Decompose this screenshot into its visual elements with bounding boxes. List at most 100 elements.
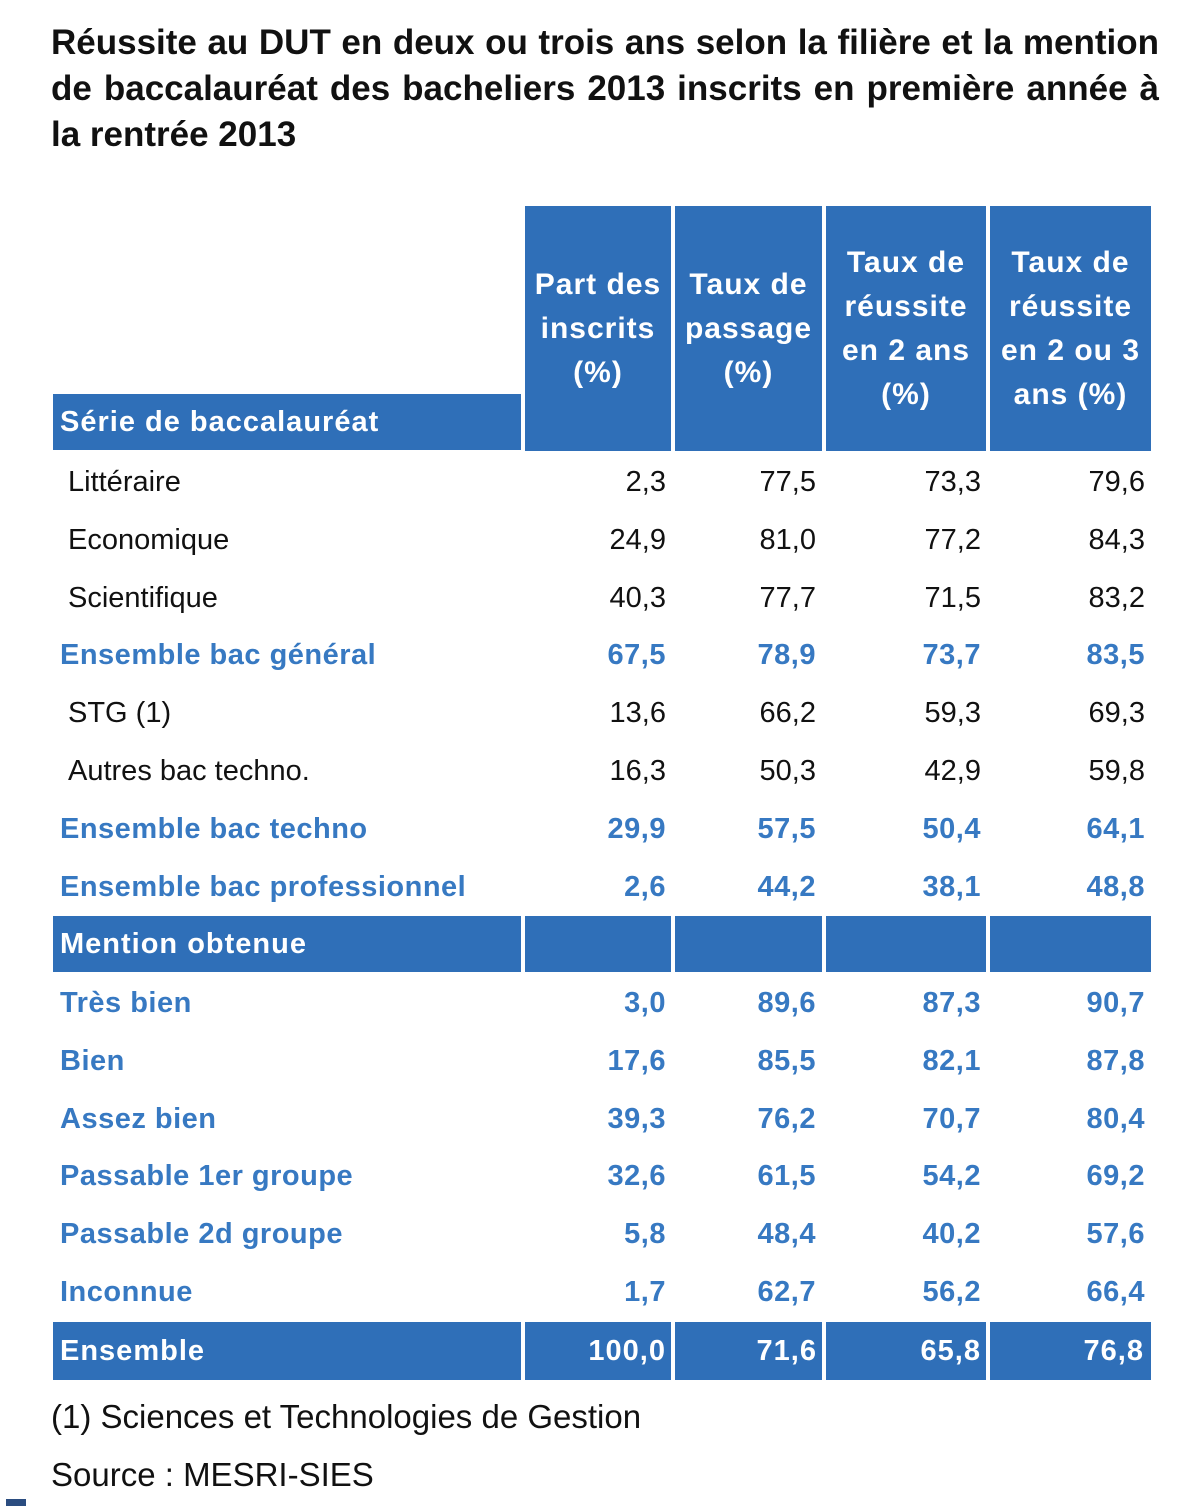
- band-cell: [826, 916, 986, 972]
- cell-value: 40,3: [609, 581, 666, 614]
- cell-value: 42,9: [924, 755, 981, 787]
- cell-value: 59,8: [1088, 755, 1145, 787]
- cell-value: 39,3: [607, 1102, 666, 1135]
- cell-value: 70,7: [922, 1102, 981, 1135]
- page-title: Réussite au DUT en deux ou trois ans sel…: [51, 23, 1159, 154]
- band-cell: [675, 916, 822, 972]
- cell-value: 82,1: [922, 1044, 981, 1077]
- total-value: 71,6: [675, 1322, 822, 1380]
- table-row: Economique 24,9 81,0 77,2 84,3: [0, 511, 1192, 569]
- cell-value: 73,3: [924, 466, 981, 498]
- total-value: 76,8: [990, 1322, 1151, 1380]
- table-row: Bien 17,6 85,5 82,1 87,8: [0, 1032, 1192, 1090]
- column-header-part-inscrits: Part des inscrits (%): [525, 206, 671, 451]
- cell-value: 48,4: [757, 1218, 816, 1251]
- cell-value: 66,2: [759, 697, 816, 730]
- column-header-reussite-2ans: Taux de réussite en 2 ans (%): [826, 206, 986, 451]
- cell-value: 17,6: [607, 1044, 666, 1077]
- cell-value: 77,5: [759, 466, 816, 498]
- cell-value: 78,9: [757, 639, 816, 672]
- cell-value: 79,6: [1088, 466, 1145, 498]
- page-marker: [6, 1499, 26, 1506]
- cell-value: 48,8: [1086, 870, 1145, 903]
- cell-value: 80,4: [1086, 1102, 1145, 1135]
- cell-value: 83,2: [1088, 581, 1145, 614]
- cell-value: 89,6: [757, 987, 816, 1019]
- row-label: Ensemble bac général: [60, 639, 377, 672]
- table-row: Passable 1er groupe 32,6 61,5 54,2 69,2: [0, 1147, 1192, 1205]
- table-row: Passable 2d groupe 5,8 48,4 40,2 57,6: [0, 1205, 1192, 1263]
- row-label: STG (1): [68, 697, 172, 730]
- cell-value: 71,5: [924, 581, 981, 614]
- footnote: (1) Sciences et Technologies de Gestion: [51, 1398, 642, 1435]
- cell-value: 1,7: [624, 1276, 666, 1308]
- cell-value: 29,9: [607, 812, 666, 845]
- band-cell: [525, 916, 671, 972]
- section-header-serie: Série de baccalauréat: [53, 394, 521, 450]
- table-row: Ensemble bac professionnel 2,6 44,2 38,1 48,…: [0, 858, 1192, 916]
- cell-value: 66,4: [1086, 1276, 1145, 1308]
- section-header-mention: Mention obtenue: [53, 916, 521, 972]
- table-row: Ensemble bac techno 29,9 57,5 50,4 64,1: [0, 800, 1192, 858]
- row-label: Inconnue: [60, 1276, 193, 1308]
- column-header-reussite-2ou3ans: Taux de réussite en 2 ou 3 ans (%): [990, 206, 1151, 451]
- cell-value: 76,2: [757, 1102, 816, 1135]
- band-cell: [990, 916, 1151, 972]
- table-row: Assez bien 39,3 76,2 70,7 80,4: [0, 1090, 1192, 1148]
- table-row: Autres bac techno. 16,3 50,3 42,9 59,8: [0, 742, 1192, 800]
- table-row: Scientifique 40,3 77,7 71,5 83,2: [0, 569, 1192, 627]
- cell-value: 84,3: [1088, 523, 1145, 556]
- cell-value: 90,7: [1086, 987, 1145, 1019]
- row-label: Passable 2d groupe: [60, 1218, 343, 1251]
- cell-value: 5,8: [624, 1218, 666, 1251]
- row-label: Scientifique: [68, 581, 218, 614]
- cell-value: 64,1: [1086, 812, 1145, 845]
- total-row-label: Ensemble: [53, 1322, 521, 1380]
- cell-value: 59,3: [924, 697, 981, 730]
- row-label: Ensemble bac techno: [60, 812, 368, 845]
- cell-value: 57,5: [757, 812, 816, 845]
- total-value: 65,8: [826, 1322, 986, 1380]
- cell-value: 69,3: [1088, 697, 1145, 730]
- cell-value: 24,9: [609, 523, 666, 556]
- cell-value: 62,7: [757, 1276, 816, 1308]
- total-value: 100,0: [525, 1322, 671, 1380]
- cell-value: 83,5: [1086, 639, 1145, 672]
- cell-value: 81,0: [759, 523, 816, 556]
- row-label: Ensemble bac professionnel: [60, 870, 467, 903]
- cell-value: 16,3: [609, 755, 666, 787]
- table-row: Ensemble bac général 67,5 78,9 73,7 83,5: [0, 626, 1192, 684]
- cell-value: 2,6: [624, 870, 666, 903]
- table-row: Inconnue 1,7 62,7 56,2 66,4: [0, 1263, 1192, 1321]
- cell-value: 54,2: [922, 1160, 981, 1193]
- cell-value: 77,2: [924, 523, 981, 556]
- cell-value: 67,5: [607, 639, 666, 672]
- row-label: Littéraire: [68, 466, 181, 498]
- cell-value: 3,0: [624, 987, 666, 1019]
- table-row: Très bien 3,0 89,6 87,3 90,7: [0, 974, 1192, 1032]
- row-label: Très bien: [60, 987, 192, 1019]
- cell-value: 56,2: [922, 1276, 981, 1308]
- row-label: Autres bac techno.: [68, 755, 310, 787]
- row-label: Bien: [60, 1044, 125, 1077]
- cell-value: 50,3: [759, 755, 816, 787]
- cell-value: 13,6: [609, 697, 666, 730]
- cell-value: 50,4: [922, 812, 981, 845]
- cell-value: 44,2: [757, 870, 816, 903]
- row-label: Passable 1er groupe: [60, 1160, 354, 1193]
- cell-value: 32,6: [607, 1160, 666, 1193]
- cell-value: 40,2: [922, 1218, 981, 1251]
- row-label: Assez bien: [60, 1102, 217, 1135]
- cell-value: 85,5: [757, 1044, 816, 1077]
- row-label: Economique: [68, 523, 230, 556]
- cell-value: 87,8: [1086, 1044, 1145, 1077]
- cell-value: 57,6: [1086, 1218, 1145, 1251]
- cell-value: 73,7: [922, 639, 981, 672]
- cell-value: 61,5: [757, 1160, 816, 1193]
- column-header-taux-passage: Taux de passage (%): [675, 206, 822, 451]
- cell-value: 38,1: [922, 870, 981, 903]
- source: Source : MESRI-SIES: [51, 1456, 374, 1493]
- cell-value: 69,2: [1086, 1160, 1145, 1193]
- cell-value: 77,7: [759, 581, 816, 614]
- cell-value: 2,3: [625, 466, 666, 498]
